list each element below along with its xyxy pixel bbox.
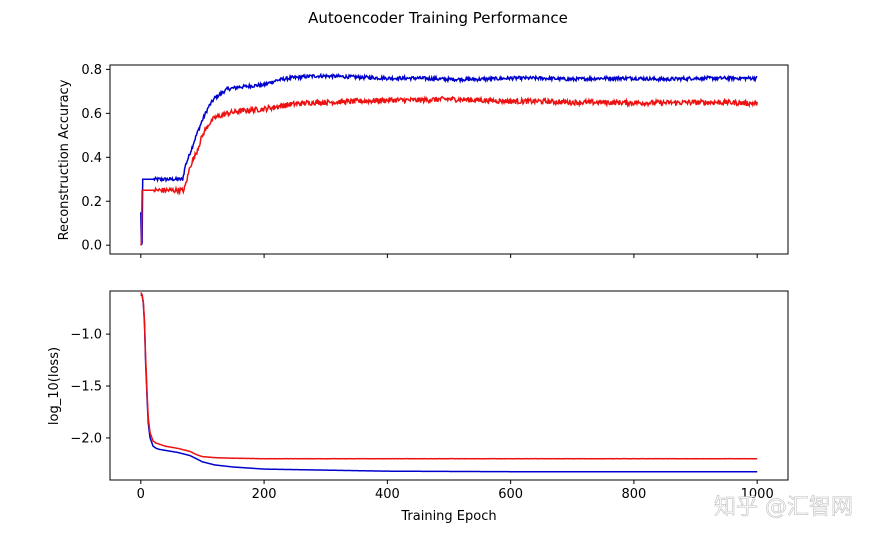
loss-y-axis-label: log_10(loss): [47, 347, 62, 425]
loss-subplot: 0 200 400 600 800 1000 −1.0 −1.5 −2.0 log_10(los…: [47, 290, 789, 524]
loss-x-tick-label: 0: [137, 487, 145, 502]
accuracy-subplot: 0.0 0.2 0.4 0.6 0.8 Reconstruction Accuracy: [57, 63, 789, 258]
loss-axes-frame: [109, 290, 789, 481]
loss-ticks: 0 200 400 600 800 1000 −1.0 −1.5 −2.0: [70, 328, 773, 502]
loss-x-tick-label: 200: [252, 487, 277, 502]
accuracy-ticks: 0.0 0.2 0.4 0.6 0.8: [81, 63, 758, 258]
figure-title: Autoencoder Training Performance: [308, 9, 568, 27]
loss-x-tick-label: 800: [621, 487, 646, 502]
loss-y-tick-label: −1.5: [70, 380, 102, 395]
loss-x-tick-label: 1000: [741, 487, 774, 502]
loss-series: [140, 292, 758, 473]
loss-y-tick-label: −1.0: [70, 328, 102, 343]
loss-series-line-0: [140, 294, 758, 473]
accuracy-y-tick-label: 0.4: [81, 151, 102, 166]
watermark: 知乎 @汇智网: [714, 495, 853, 520]
accuracy-y-tick-label: 0.0: [81, 239, 102, 254]
accuracy-series-line-1: [140, 95, 758, 246]
accuracy-y-tick-label: 0.2: [81, 195, 102, 210]
accuracy-series-line-0: [140, 72, 758, 246]
loss-x-axis-label: Training Epoch: [400, 509, 496, 524]
accuracy-y-tick-label: 0.8: [81, 63, 102, 78]
accuracy-axes-frame: [109, 64, 789, 255]
loss-x-tick-label: 600: [498, 487, 523, 502]
loss-y-tick-label: −2.0: [70, 431, 102, 446]
accuracy-y-axis-label: Reconstruction Accuracy: [57, 79, 72, 240]
loss-series-line-1: [140, 292, 758, 460]
accuracy-y-tick-label: 0.6: [81, 107, 102, 122]
loss-x-tick-label: 400: [375, 487, 400, 502]
accuracy-series: [140, 72, 758, 246]
